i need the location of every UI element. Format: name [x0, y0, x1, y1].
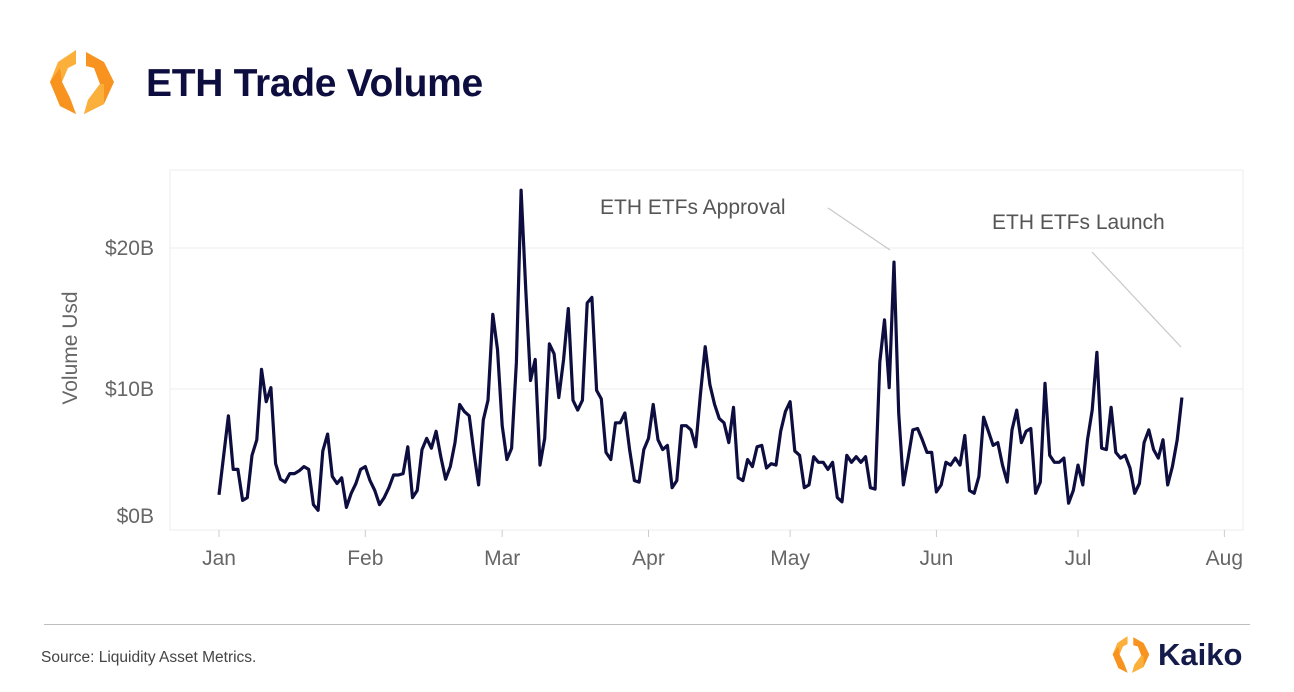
x-tick-label: Apr — [632, 547, 665, 570]
y-tick-label: $10B — [105, 378, 154, 401]
footer-divider — [44, 624, 1250, 625]
annotation-approval: ETH ETFs Approval — [600, 196, 786, 219]
kaiko-logo — [46, 48, 118, 123]
y-axis-title: Volume Usd — [59, 291, 82, 404]
annotation-launch-leader — [1091, 251, 1182, 348]
page-title: ETH Trade Volume — [146, 62, 483, 105]
x-tick-label: Jul — [1065, 547, 1092, 570]
y-tick-label: $0B — [117, 505, 154, 528]
kaiko-brand: Kaiko — [1110, 635, 1242, 675]
annotation-approval-leader — [827, 207, 891, 251]
line-chart: $0B $10B $20B Jan Feb Mar Apr May Jun Jul Aug Vol… — [59, 169, 1244, 570]
x-tick-label: Aug — [1206, 547, 1243, 570]
source-note: Source: Liquidity Asset Metrics. — [41, 649, 257, 666]
y-tick-label: $20B — [105, 237, 154, 260]
series-line — [217, 188, 1184, 512]
hexagon-logo-icon — [1112, 636, 1150, 673]
x-tick-label: Jan — [202, 547, 236, 570]
annotation-launch: ETH ETFs Launch — [992, 211, 1165, 234]
plot-frame — [169, 169, 1244, 531]
hexagon-logo-icon — [50, 50, 114, 114]
kaiko-wordmark: Kaiko — [1158, 637, 1243, 672]
x-tick-label: Feb — [347, 547, 383, 570]
x-tick-label: Mar — [484, 547, 520, 570]
x-tick-label: May — [770, 547, 810, 570]
x-tick-label: Jun — [920, 547, 954, 570]
